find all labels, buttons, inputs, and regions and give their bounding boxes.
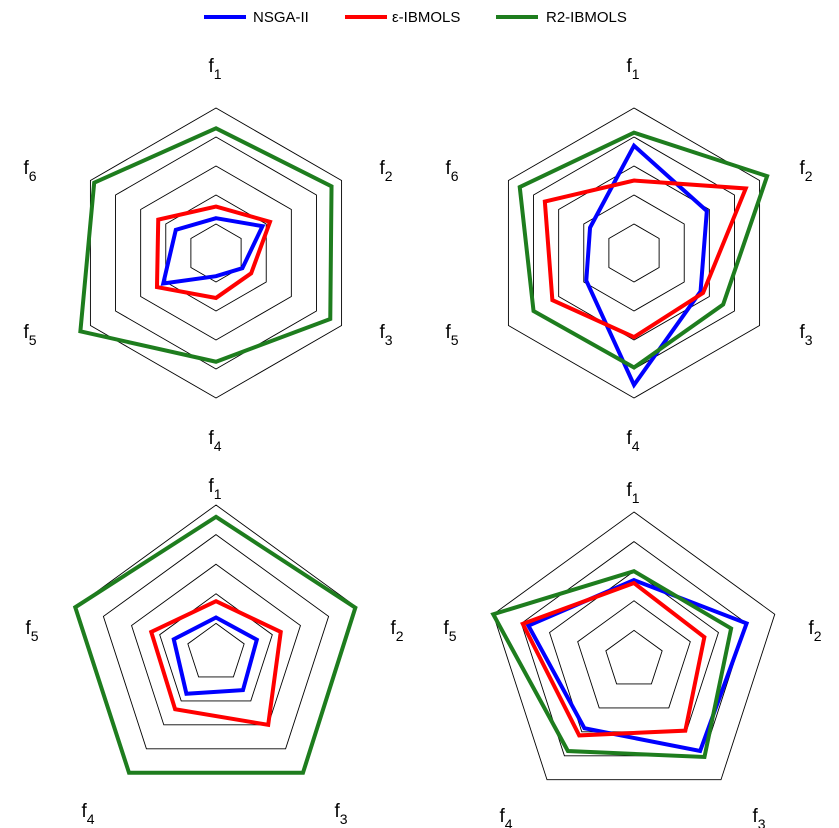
series-ibmols — [542, 178, 749, 340]
axis-label-f6: f6 — [445, 158, 458, 184]
grid-ring-1 — [187, 622, 245, 678]
series-nsga-ii — [525, 577, 750, 754]
axis-label-f1: f1 — [626, 480, 639, 506]
grid-ring-3 — [131, 563, 301, 726]
axis-label-f3: f3 — [799, 322, 812, 348]
axis-label-f6: f6 — [23, 158, 36, 184]
axis-label-f2: f2 — [379, 158, 392, 184]
axis-label-f1: f1 — [208, 56, 221, 82]
series-r2-ibmols — [517, 130, 770, 370]
series-nsga-ii — [171, 615, 260, 696]
series-nsga-ii — [584, 142, 709, 389]
axis-label-f2: f2 — [808, 618, 821, 644]
axis-label-f5: f5 — [445, 322, 458, 348]
series-nsga-ii — [160, 216, 266, 286]
grid-ring-4 — [115, 136, 317, 370]
grid-ring-5 — [492, 511, 776, 781]
radar-chart-3: f1 f2 f3 f4 f5 — [25, 476, 403, 827]
series-ibmols — [148, 598, 283, 728]
series-r2-ibmols — [78, 126, 334, 364]
grid-ring-2 — [159, 593, 273, 702]
legend-label-r2-ibmols: R2-IBMOLS — [546, 9, 627, 26]
series-ibmols — [154, 204, 273, 301]
axis-label-f4: f4 — [208, 428, 221, 454]
radar-chart-2: f1 f2 f3 f4 f5 f6 — [445, 56, 812, 454]
legend-label-eps-ibmols: ε-IBMOLS — [392, 9, 460, 26]
axis-label-f4: f4 — [499, 806, 512, 828]
grid-ring-1 — [608, 223, 660, 283]
grid-ring-1 — [605, 629, 663, 685]
axis-label-f2: f2 — [390, 618, 403, 644]
axis-label-f5: f5 — [23, 322, 36, 348]
axis-label-f2: f2 — [799, 158, 812, 184]
radar-chart-1: f1 f2 f3 f4 f5 f6 — [23, 56, 392, 454]
grid-ring-4 — [102, 534, 330, 750]
radar-charts: f1 f2 f3 f4 f5 f6 f1 f2 f3 f4 f5 f6 f1 f2 f3 f4 f5 f1 f2 f3… — [23, 56, 821, 828]
axis-label-f3: f3 — [752, 806, 765, 828]
series-r2-ibmols — [490, 569, 734, 760]
axis-label-f1: f1 — [626, 56, 639, 82]
axis-label-f3: f3 — [334, 801, 347, 827]
series-ibmols — [520, 580, 707, 738]
grid-ring-2 — [577, 600, 691, 709]
radar-chart-4: f1 f2 f3 f4 f5 — [443, 480, 821, 828]
axis-label-f4: f4 — [626, 428, 639, 454]
grid-ring-1 — [190, 223, 242, 283]
axis-label-f1: f1 — [208, 476, 221, 502]
axis-label-f3: f3 — [379, 322, 392, 348]
grid-ring-2 — [583, 194, 685, 312]
grid-ring-3 — [140, 165, 292, 341]
grid-ring-2 — [165, 194, 267, 312]
axis-label-f5: f5 — [443, 618, 456, 644]
grid-ring-5 — [507, 107, 761, 399]
axis-label-f4: f4 — [81, 801, 94, 827]
legend-label-nsga-ii: NSGA-II — [253, 9, 309, 26]
legend: NSGA-II ε-IBMOLS R2-IBMOLS — [204, 9, 627, 26]
grid-ring-3 — [558, 165, 710, 341]
grid-ring-5 — [89, 107, 343, 399]
series-r2-ibmols — [72, 514, 358, 775]
axis-label-f5: f5 — [25, 618, 38, 644]
